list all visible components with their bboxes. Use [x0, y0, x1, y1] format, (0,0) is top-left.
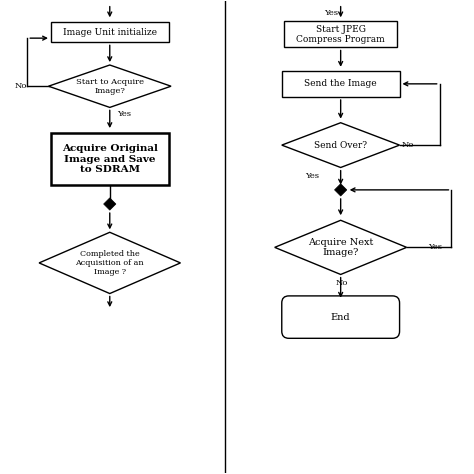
Text: No: No	[336, 279, 348, 287]
Text: Start JPEG
Compress Program: Start JPEG Compress Program	[296, 25, 385, 44]
Text: Send the Image: Send the Image	[304, 79, 377, 88]
Text: Completed the
Acquisition of an
Image ?: Completed the Acquisition of an Image ?	[75, 250, 144, 276]
FancyBboxPatch shape	[282, 71, 400, 97]
Polygon shape	[104, 198, 116, 210]
Text: Acquire Next
Image?: Acquire Next Image?	[308, 237, 374, 257]
FancyBboxPatch shape	[284, 21, 397, 47]
Text: End: End	[331, 313, 350, 321]
Text: Send Over?: Send Over?	[314, 141, 367, 150]
Text: No: No	[402, 141, 414, 149]
Text: No: No	[15, 82, 27, 90]
FancyBboxPatch shape	[51, 22, 169, 42]
Text: Yes: Yes	[428, 243, 442, 251]
Polygon shape	[275, 220, 407, 274]
Text: Yes: Yes	[117, 109, 131, 118]
FancyBboxPatch shape	[282, 296, 400, 338]
Polygon shape	[335, 184, 347, 196]
Polygon shape	[282, 123, 400, 167]
Polygon shape	[39, 232, 181, 293]
Text: Yes: Yes	[324, 9, 338, 17]
Text: Start to Acquire
Image?: Start to Acquire Image?	[76, 78, 144, 95]
FancyBboxPatch shape	[51, 133, 169, 185]
Text: Yes: Yes	[305, 172, 319, 180]
Text: Image Unit initialize: Image Unit initialize	[63, 27, 157, 36]
Text: Acquire Original
Image and Save
to SDRAM: Acquire Original Image and Save to SDRAM	[62, 145, 158, 174]
Polygon shape	[48, 65, 171, 108]
